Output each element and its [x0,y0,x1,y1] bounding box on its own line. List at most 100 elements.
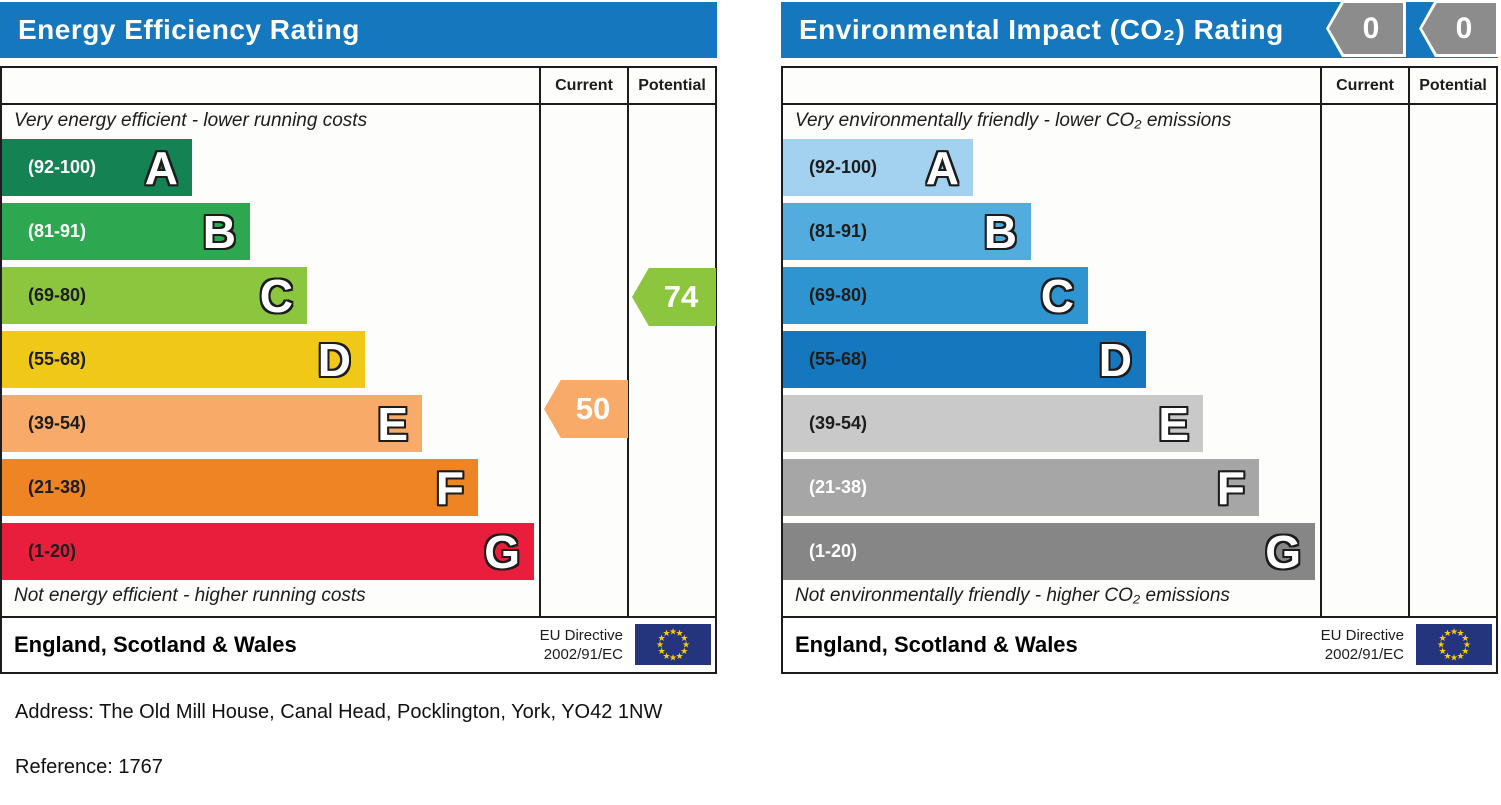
band-range-label: (39-54) [809,413,868,433]
band-range-label: (69-80) [809,285,868,305]
column-divider [1408,68,1410,616]
column-divider [627,68,629,616]
svg-text:★: ★ [1443,628,1451,638]
svg-text:★: ★ [656,640,664,650]
band-range-label: (39-54) [28,413,87,433]
energy-footer: England, Scotland & Wales EU Directive 2… [0,616,717,674]
current-value: 50 [575,391,611,426]
band-range-label: (1-20) [809,541,858,561]
current-column-header: Current [555,77,613,94]
eu-directive-line2: 2002/91/EC [543,646,623,663]
band-letter: D [1098,333,1132,386]
band-letter: F [1216,461,1245,514]
potential-value: 0 [1455,11,1473,45]
band-range-label: (55-68) [28,349,87,369]
current-value: 0 [1362,11,1380,45]
svg-text:★: ★ [675,628,683,638]
band-row-b: (81-91) B [783,203,1031,260]
band-row-d: (55-68) D [783,331,1146,388]
potential-badge-arrow: 0 [1422,3,1496,54]
energy-rating-table: Current Potential Very energy efficient … [0,66,717,618]
bottom-note: Not environmentally friendly - higher CO… [795,585,1230,606]
band-letter: C [1040,269,1074,322]
band-range-label: (1-20) [28,541,77,561]
band-letter: B [983,205,1017,258]
band-row-a: (92-100) A [783,139,973,196]
eu-directive-line1: EU Directive [1320,627,1404,644]
band-letter: A [925,141,959,194]
svg-text:★: ★ [669,627,677,637]
band-row-e: (39-54) E [2,395,422,452]
svg-text:★: ★ [1456,628,1464,638]
band-letter: E [377,397,408,450]
eu-directive-label: EU Directive 2002/91/EC [540,626,623,664]
svg-text:★: ★ [1439,633,1447,643]
chart-title: Environmental Impact (CO₂) Rating [799,14,1284,45]
band-letter: C [259,269,293,322]
region-label: England, Scotland & Wales [14,632,297,657]
header-divider [783,103,1496,105]
svg-text:★: ★ [1463,640,1471,650]
bottom-note: Not energy efficient - higher running co… [14,585,366,606]
eu-flag-icon: ★ ★ ★ ★ ★ ★ ★ ★ ★ ★ ★ ★ [635,624,711,665]
eu-directive-line2: 2002/91/EC [1324,646,1404,663]
top-note: Very energy efficient - lower running co… [14,110,368,131]
current-value-badge: 0 [1326,0,1406,57]
band-range-label: (21-38) [28,477,87,497]
eu-flag-field [635,624,711,665]
band-row-g: (1-20) G [2,523,534,580]
eu-directive-line1: EU Directive [539,627,623,644]
svg-text:★: ★ [669,653,677,663]
svg-text:★: ★ [675,651,683,661]
band-letter: E [1158,397,1189,450]
potential-value-badge: 0 [1419,0,1499,57]
eu-flag-field [1416,624,1492,665]
band-letter: D [317,333,351,386]
reference-line: Reference: 1767 [15,756,163,778]
current-value-arrow: 50 [544,380,628,438]
svg-text:★: ★ [680,646,688,656]
eu-directive-label: EU Directive 2002/91/EC [1321,626,1404,664]
column-divider [1320,68,1322,616]
top-note: Very environmentally friendly - lower CO… [795,110,1232,131]
environmental-impact-chart: Environmental Impact (CO₂) Rating 0 0 Cu… [781,0,1501,676]
potential-value-arrow: 74 [632,268,716,326]
band-range-label: (81-91) [28,221,87,241]
band-letter: G [1265,525,1301,578]
band-range-label: (21-38) [809,477,868,497]
header-divider [2,103,715,105]
potential-column-header: Potential [638,77,706,94]
potential-column-header: Potential [1419,77,1487,94]
svg-text:★: ★ [1450,627,1458,637]
svg-text:★: ★ [662,651,670,661]
region-label: England, Scotland & Wales [795,632,1078,657]
current-badge-arrow: 0 [1329,3,1403,54]
band-letter: A [144,141,178,194]
svg-text:★: ★ [680,633,688,643]
current-column-header: Current [1336,77,1394,94]
band-range-label: (92-100) [28,157,97,177]
address-line: Address: The Old Mill House, Canal Head,… [15,701,663,723]
co2-rating-table: Current Potential Very environmentally f… [781,66,1498,618]
band-row-b: (81-91) B [2,203,250,260]
svg-text:★: ★ [1461,633,1469,643]
band-row-c: (69-80) C [2,267,307,324]
band-row-c: (69-80) C [783,267,1088,324]
band-letter: F [435,461,464,514]
column-divider [539,68,541,616]
band-letter: G [484,525,520,578]
band-row-f: (21-38) F [2,459,478,516]
svg-text:★: ★ [662,628,670,638]
svg-text:★: ★ [1450,653,1458,663]
band-letter: B [202,205,236,258]
band-row-e: (39-54) E [783,395,1203,452]
band-range-label: (81-91) [809,221,868,241]
potential-value: 74 [663,279,699,314]
band-row-a: (92-100) A [2,139,192,196]
svg-text:★: ★ [1439,646,1447,656]
band-row-f: (21-38) F [783,459,1259,516]
co2-footer: England, Scotland & Wales EU Directive 2… [781,616,1498,674]
band-range-label: (55-68) [809,349,868,369]
band-range-label: (92-100) [809,157,878,177]
